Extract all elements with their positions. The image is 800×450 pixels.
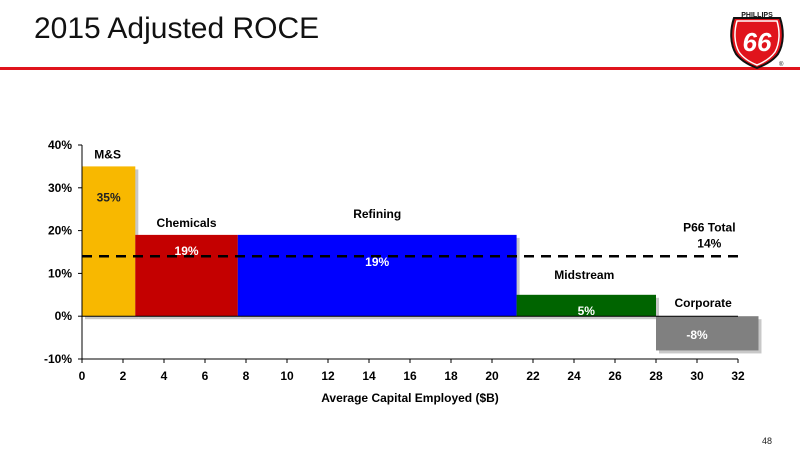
logo-reg-mark: ® <box>779 61 784 68</box>
x-tick-label: 28 <box>649 369 663 383</box>
bar-midstream <box>516 294 656 317</box>
y-tick-label: 0% <box>55 309 73 323</box>
page-title: 2015 Adjusted ROCE <box>34 12 320 45</box>
x-tick-label: 12 <box>321 369 335 383</box>
x-tick-label: 16 <box>403 369 417 383</box>
y-tick-label: 10% <box>48 266 72 280</box>
x-tick-label: 30 <box>690 369 704 383</box>
x-axis-title: Average Capital Employed ($B) <box>321 391 499 405</box>
logo-shield-shape <box>730 17 784 70</box>
x-tick-label: 2 <box>120 369 127 383</box>
x-tick-label: 10 <box>280 369 294 383</box>
data-label: 19% <box>365 255 389 269</box>
x-tick-label: 8 <box>243 369 250 383</box>
data-label: -8% <box>686 328 708 342</box>
segment-label: Chemicals <box>157 216 217 230</box>
data-label: 5% <box>578 304 596 318</box>
y-tick-label: 20% <box>48 224 72 238</box>
segment-label: Corporate <box>674 296 732 310</box>
bar-refining <box>237 234 517 317</box>
logo-top-text: PHILLIPS <box>741 12 773 19</box>
bar-m-s <box>82 166 136 317</box>
data-label: 35% <box>97 190 121 204</box>
title-rule <box>0 67 800 70</box>
x-tick-label: 4 <box>161 369 168 383</box>
bar-corporate <box>656 316 759 351</box>
y-tick-label: 30% <box>48 181 72 195</box>
x-tick-label: 20 <box>485 369 499 383</box>
segment-label: Midstream <box>554 268 614 282</box>
segment-label: M&S <box>94 147 121 161</box>
page-number: 48 <box>762 436 773 446</box>
data-label: 19% <box>175 244 199 258</box>
x-tick-label: 18 <box>444 369 458 383</box>
x-tick-label: 22 <box>526 369 540 383</box>
x-tick-label: 6 <box>202 369 209 383</box>
total-line-label: 14% <box>697 236 721 250</box>
x-tick-label: 14 <box>362 369 376 383</box>
y-tick-label: -10% <box>44 352 72 366</box>
y-tick-label: 40% <box>48 138 72 152</box>
total-line-name: P66 Total <box>683 220 735 234</box>
x-tick-label: 26 <box>608 369 622 383</box>
segment-label: Refining <box>353 207 401 221</box>
phillips66-logo: PHILLIPS 66 ® <box>730 12 784 70</box>
bar-chemicals <box>135 234 238 317</box>
x-tick-label: 24 <box>567 369 581 383</box>
x-tick-label: 32 <box>731 369 745 383</box>
x-tick-label: 0 <box>79 369 86 383</box>
logo-main-text: 66 <box>743 27 772 57</box>
logo-shield-inner <box>734 20 780 66</box>
